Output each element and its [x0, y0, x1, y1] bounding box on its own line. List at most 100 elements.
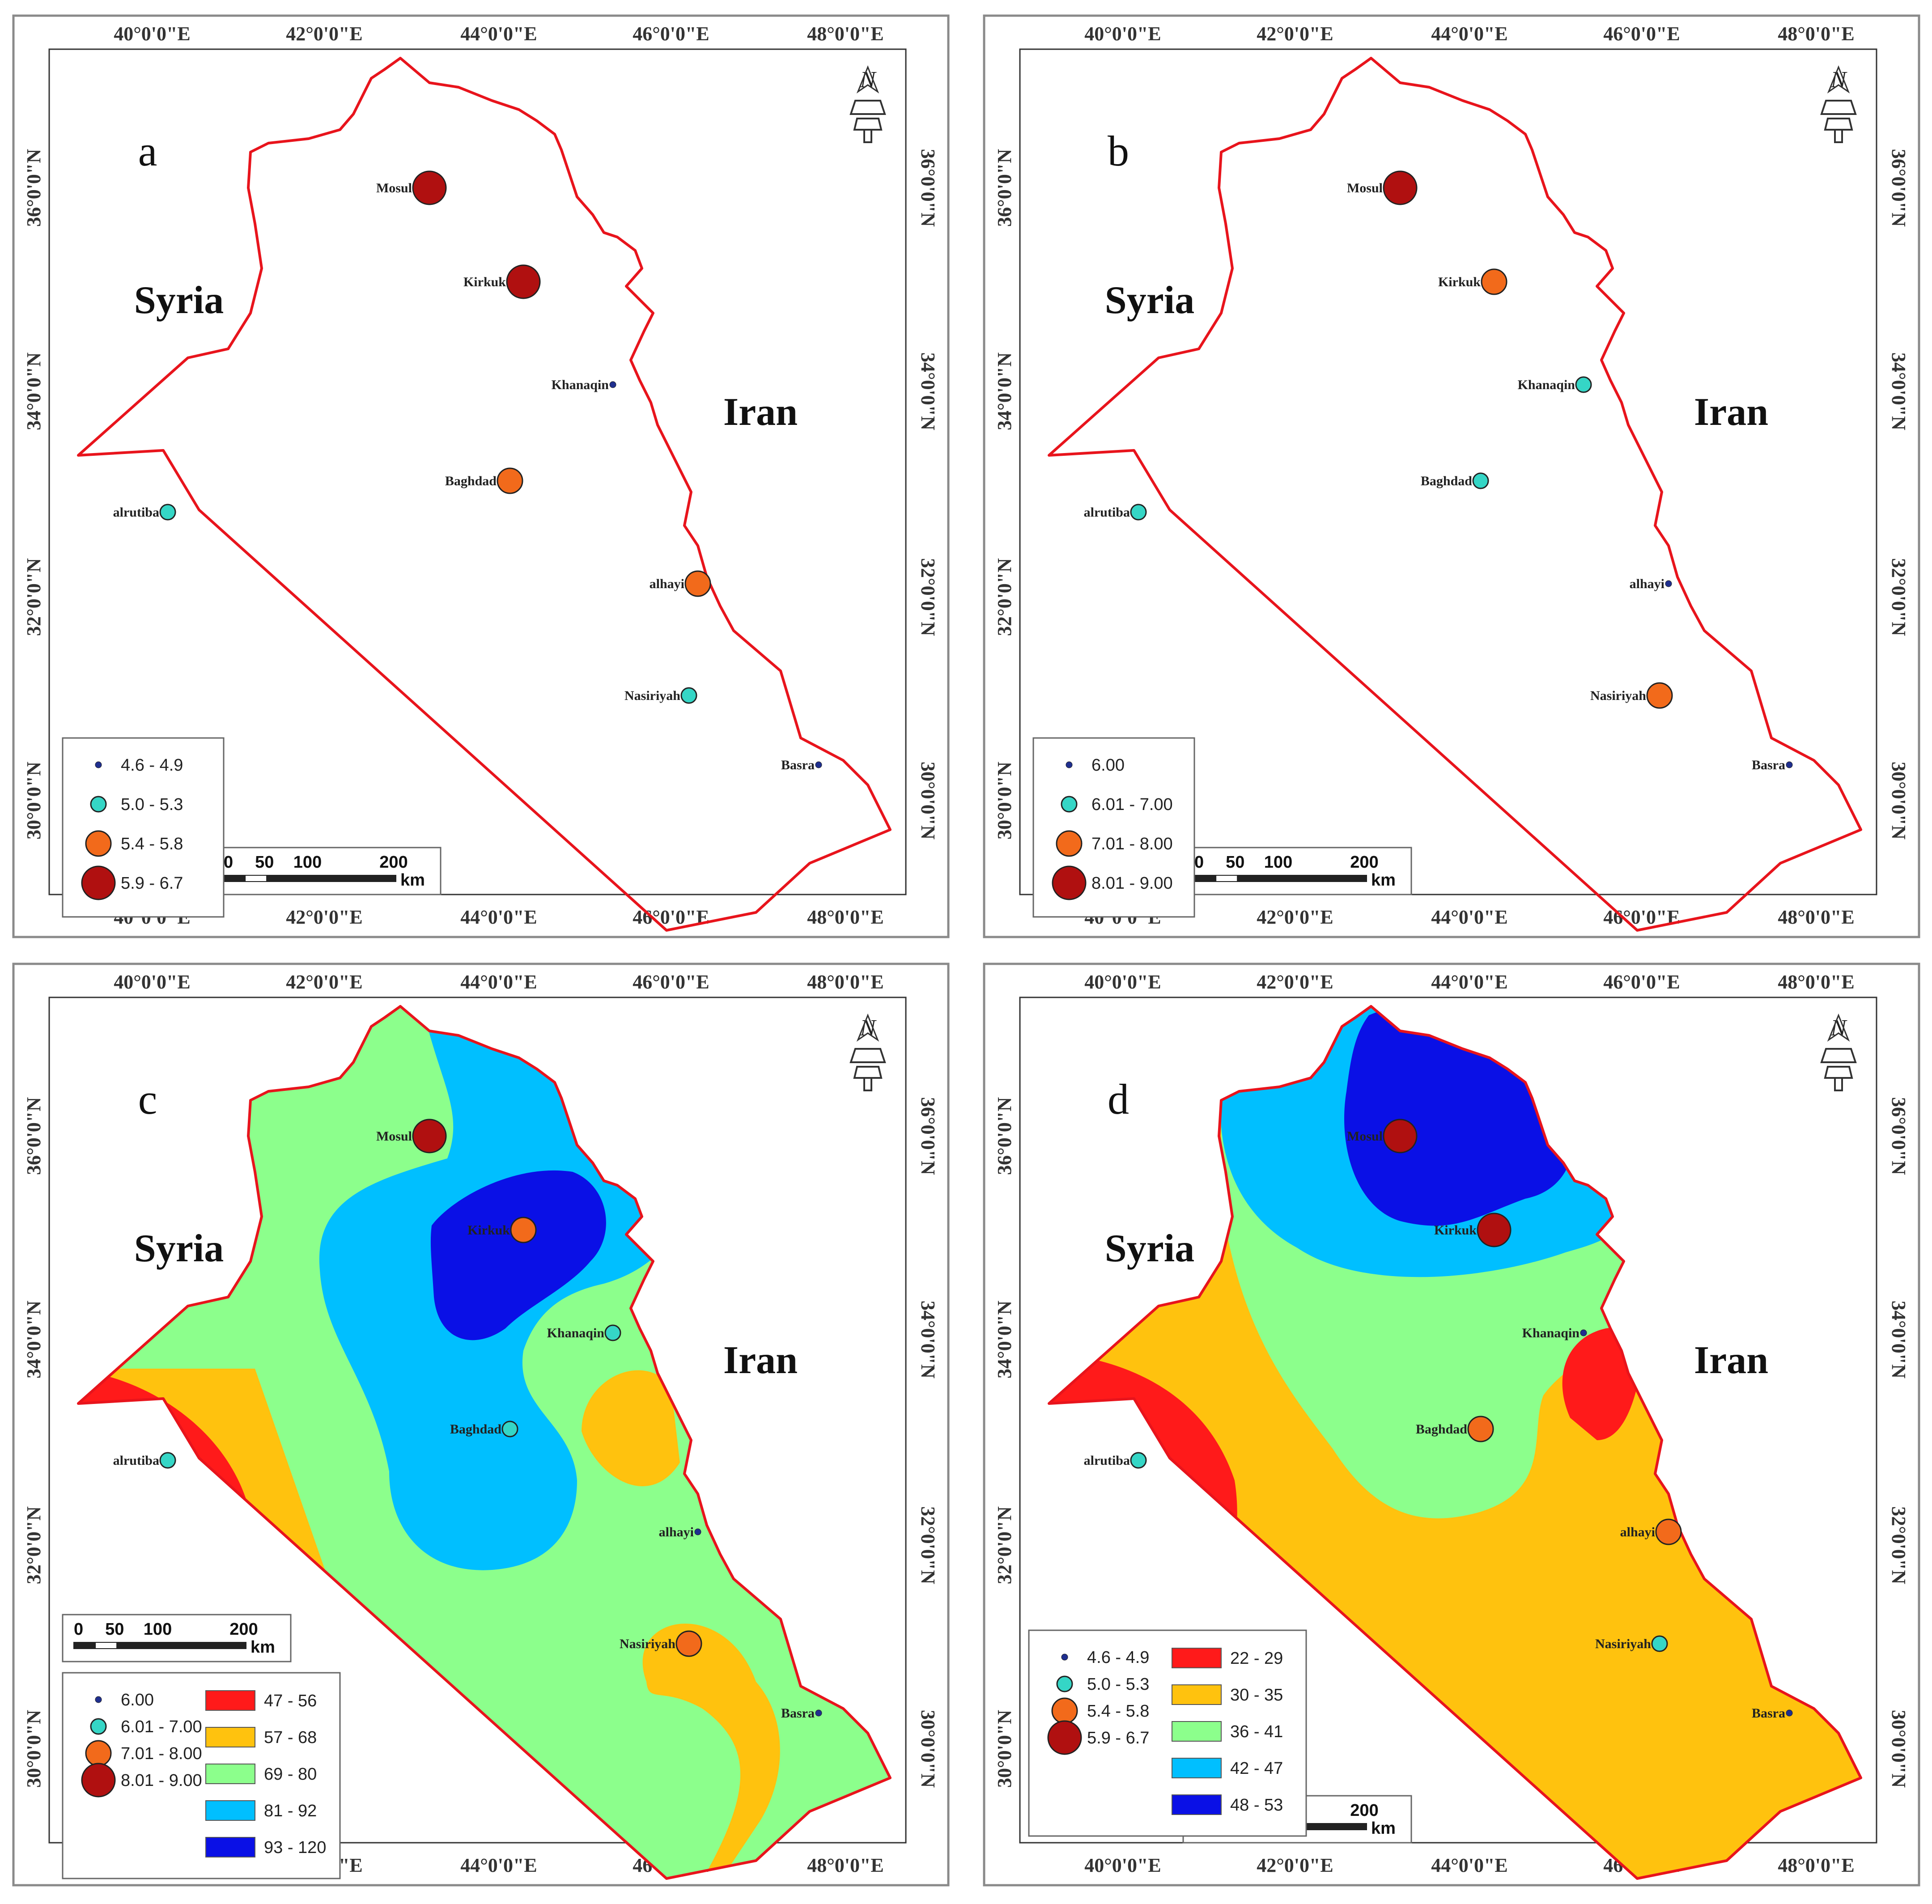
station-label: alrutiba [113, 1453, 159, 1468]
legend-point-label: 5.0 - 5.3 [121, 795, 183, 814]
scale-box [1182, 847, 1412, 895]
station-marker [1575, 376, 1592, 393]
lon-tick-bottom: 44°0'0"E [1431, 1854, 1508, 1876]
legend-point-label: 7.01 - 8.00 [1091, 835, 1173, 853]
scale-number: 50 [105, 1620, 124, 1639]
scale-number: 200 [379, 853, 408, 872]
lat-tick-left: 36°0'0"N [23, 1097, 45, 1175]
legend-symbol [1061, 796, 1078, 813]
lon-tick-bottom: 48°0'0"E [807, 1854, 884, 1876]
legend-symbol [1066, 761, 1073, 768]
station-label: Kirkuk [463, 275, 506, 289]
station-label: Nasiriyah [624, 688, 680, 703]
legend-point-label: 6.00 [121, 1691, 154, 1709]
station-marker [815, 761, 822, 768]
station-marker [159, 1452, 176, 1469]
label-syria: Syria [1105, 279, 1194, 322]
station-marker [694, 1528, 701, 1535]
lat-tick-left: 32°0'0"N [23, 558, 45, 636]
legend-point-label: 8.01 - 9.00 [121, 1771, 202, 1790]
lon-tick-top: 40°0'0"E [1084, 23, 1161, 45]
lat-tick-right: 36°0'0"N [917, 1097, 939, 1175]
legend-zone-label: 42 - 47 [1230, 1759, 1283, 1778]
scale-segment [1194, 875, 1217, 882]
lat-tick-right: 34°0'0"N [917, 352, 939, 430]
lat-tick-left: 30°0'0"N [23, 1710, 45, 1788]
legend-symbol [90, 796, 107, 813]
scale-number: 0 [74, 1620, 83, 1639]
lon-tick-bottom: 42°0'0"E [286, 906, 363, 928]
legend: 4.6 - 4.9 5.0 - 5.3 5.4 - 5.8 5.9 - 6.7 [62, 737, 225, 918]
legend-zone-label: 30 - 35 [1230, 1686, 1283, 1705]
scale-unit: km [251, 1638, 275, 1657]
label-iran: Iran [1694, 390, 1768, 434]
lat-tick-left: 34°0'0"N [23, 1301, 45, 1378]
north-arrow-head [1827, 65, 1850, 94]
legend-symbol [85, 830, 112, 857]
panel-letter: d [1108, 1075, 1129, 1123]
lat-tick-right: 34°0'0"N [1888, 1301, 1910, 1378]
legend: 6.00 6.01 - 7.00 7.01 - 8.00 8.01 - 9.00 47 … [62, 1672, 341, 1879]
station-label: Basra [1752, 1706, 1785, 1721]
station-label: alrutiba [113, 505, 159, 520]
station-label: alhayi [1630, 577, 1664, 591]
lat-tick-left: 34°0'0"N [23, 352, 45, 430]
label-syria: Syria [1105, 1227, 1194, 1270]
legend-zone-swatch [1172, 1721, 1222, 1742]
scale-number: 100 [1264, 853, 1292, 872]
station-marker [1665, 580, 1672, 587]
legend-point-label: 5.4 - 5.8 [121, 835, 183, 853]
scale-segment [1215, 875, 1238, 882]
legend-zone-swatch [1172, 1684, 1222, 1705]
station-marker [501, 1421, 518, 1438]
scale-number: 50 [255, 853, 274, 872]
north-arrow-head [1827, 1013, 1850, 1042]
station-marker [609, 381, 616, 388]
station-label: Mosul [376, 1129, 412, 1144]
legend-symbol [90, 1718, 107, 1735]
lat-tick-right: 30°0'0"N [917, 762, 939, 840]
north-arrow-head [856, 65, 879, 94]
station-label: alhayi [659, 1525, 694, 1539]
legend-zone-swatch [205, 1764, 255, 1784]
lon-tick-bottom: 44°0'0"E [460, 906, 537, 928]
station-label: Basra [1752, 758, 1785, 772]
north-arrow-icon: N [849, 1013, 886, 1091]
legend-point-label: 6.01 - 7.00 [121, 1717, 202, 1736]
scale-number: 100 [293, 853, 322, 872]
legend: 4.6 - 4.9 5.0 - 5.3 5.4 - 5.8 5.9 - 6.7 22 -… [1028, 1629, 1307, 1837]
lon-tick-top: 46°0'0"E [633, 971, 709, 993]
scale-number: 50 [1226, 853, 1244, 872]
legend-zone-swatch [205, 1837, 255, 1857]
lat-tick-right: 34°0'0"N [1888, 352, 1910, 430]
legend-point-label: 5.9 - 6.7 [1087, 1729, 1149, 1747]
station-label: Khanaqin [552, 377, 609, 392]
lat-tick-right: 32°0'0"N [917, 558, 939, 636]
legend-symbol [1052, 865, 1087, 900]
station-label: Nasiriyah [620, 1637, 675, 1651]
lon-tick-top: 42°0'0"E [286, 23, 363, 45]
scale-segment [245, 875, 268, 882]
legend-point-label: 6.00 [1091, 756, 1125, 775]
panel-letter: a [138, 127, 157, 175]
legend-zone-swatch [205, 1727, 255, 1747]
station-label: Baghdad [445, 474, 497, 488]
lat-tick-left: 36°0'0"N [23, 149, 45, 227]
scale-unit: km [1371, 871, 1396, 890]
station-label: Basra [781, 758, 815, 772]
station-marker [412, 1119, 447, 1153]
lat-tick-right: 30°0'0"N [917, 1710, 939, 1788]
legend-symbol [81, 865, 116, 900]
lat-tick-left: 32°0'0"N [23, 1506, 45, 1584]
legend-zone-label: 22 - 29 [1230, 1649, 1283, 1668]
legend-symbol [1056, 830, 1083, 857]
legend-point-label: 7.01 - 8.00 [121, 1744, 202, 1763]
station-label: Kirkuk [467, 1223, 510, 1238]
station-label: Khanaqin [547, 1326, 605, 1340]
legend-zone-swatch [1172, 1648, 1222, 1668]
north-arrow-base [849, 100, 886, 131]
legend-zone-swatch [205, 1800, 255, 1821]
